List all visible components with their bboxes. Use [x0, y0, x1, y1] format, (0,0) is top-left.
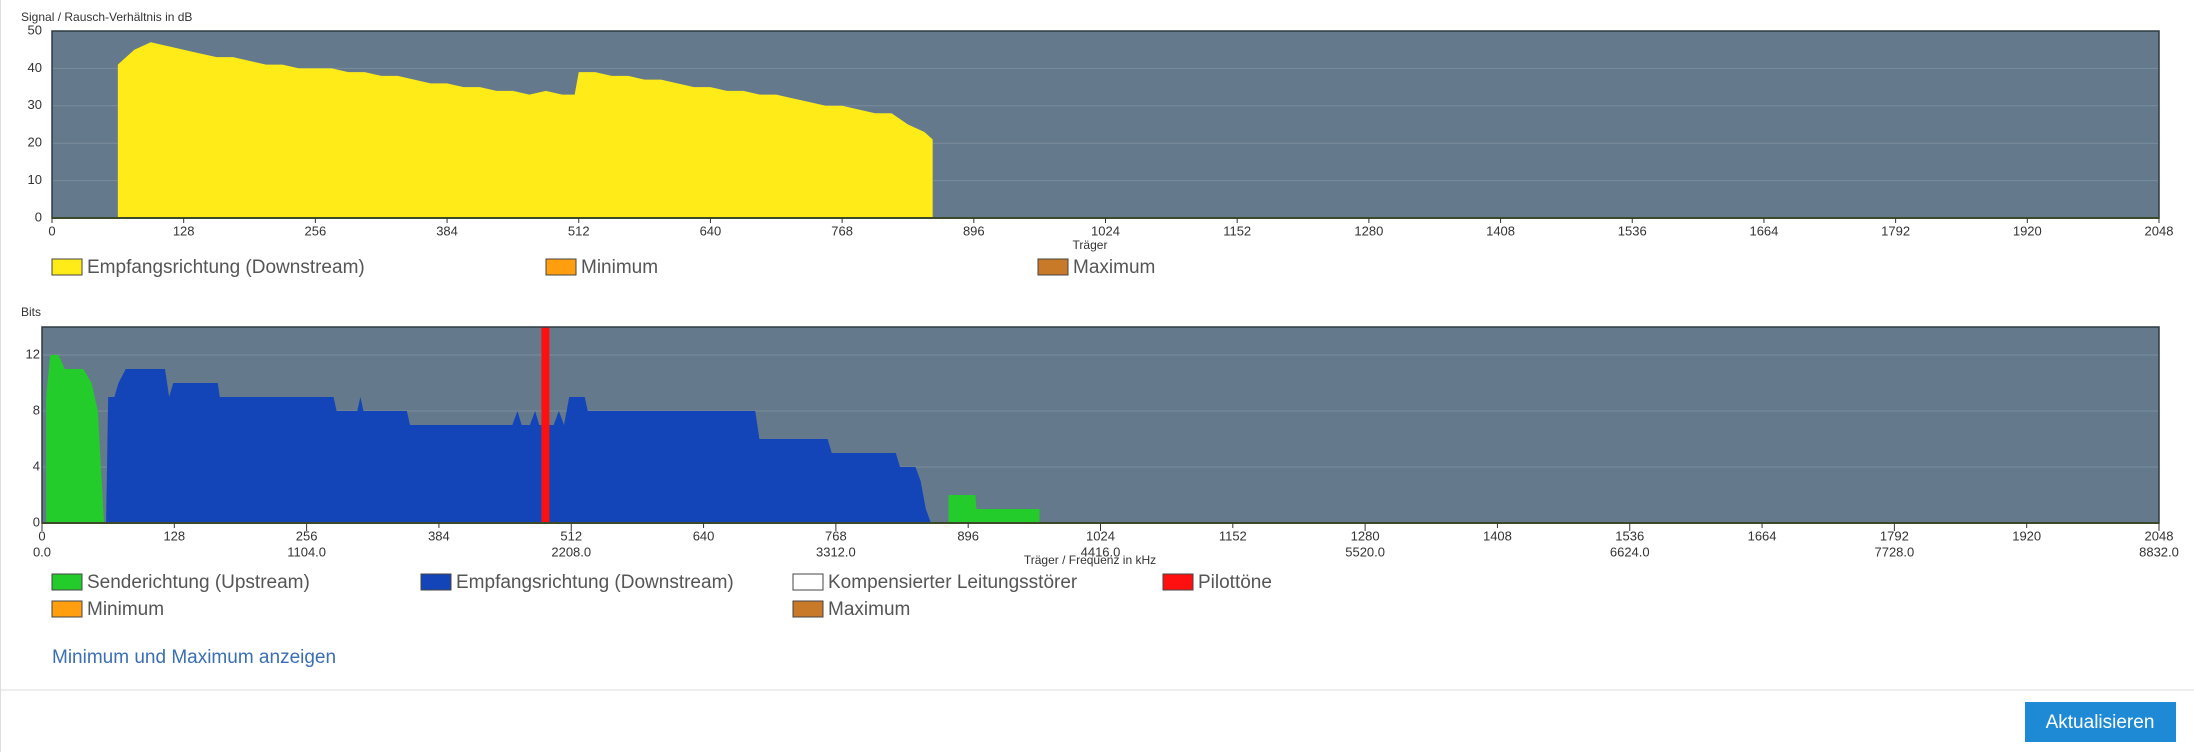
chart-title: Bits [21, 305, 41, 319]
x-tick-label: 512 [560, 528, 582, 543]
y-tick-label: 40 [28, 60, 42, 75]
x-tick-label: 896 [963, 223, 985, 238]
legend-swatch [420, 573, 452, 591]
x-tick-label: 896 [957, 528, 979, 543]
x-tick-label: 1280 [1354, 223, 1383, 238]
x2-tick-label: 5520.0 [1345, 544, 1385, 559]
x-tick-label: 1536 [1615, 528, 1644, 543]
x2-tick-label: 8832.0 [2139, 544, 2179, 559]
y-tick-label: 50 [28, 22, 42, 37]
x-tick-label: 1920 [2013, 223, 2042, 238]
pilot-tone [541, 327, 550, 523]
area [106, 369, 931, 523]
x-tick-label: 1792 [1880, 528, 1909, 543]
x2-tick-label: 0.0 [33, 544, 51, 559]
legend-swatch [792, 573, 824, 591]
x-tick-label: 640 [693, 528, 715, 543]
update-button-label[interactable]: Aktualisieren [2046, 712, 2155, 733]
x2-tick-label: 3312.0 [816, 544, 856, 559]
x2-tick-label: 1104.0 [287, 544, 326, 559]
update-button[interactable] [2025, 702, 2176, 742]
x-tick-label: 128 [163, 528, 185, 543]
x-tick-label: 1536 [1618, 223, 1647, 238]
y-tick-label: 8 [33, 402, 40, 417]
legend-swatch [792, 600, 824, 618]
x-tick-label: 1920 [2012, 528, 2041, 543]
x-tick-label: 768 [825, 528, 847, 543]
legend-swatch [545, 258, 577, 276]
chart-title: Signal / Rausch-Verhältnis in dB [21, 10, 192, 24]
legend-swatch [51, 600, 83, 618]
legend-label: Kompensierter Leitungsstörer [828, 572, 1078, 593]
area [117, 42, 933, 218]
x2-tick-label: 6624.0 [1610, 544, 1650, 559]
x-tick-label: 640 [700, 223, 722, 238]
x-tick-label: 1664 [1748, 528, 1777, 543]
y-tick-label: 0 [35, 209, 42, 224]
x-axis-label: Träger / Frequenz in kHz [1024, 553, 1156, 567]
y-tick-label: 20 [28, 135, 42, 150]
legend-swatch [1162, 573, 1194, 591]
x-tick-label: 1664 [1749, 223, 1778, 238]
x-tick-label: 256 [296, 528, 318, 543]
x-tick-label: 512 [568, 223, 590, 238]
x-tick-label: 384 [428, 528, 450, 543]
y-tick-label: 30 [28, 97, 42, 112]
y-tick-label: 12 [26, 346, 40, 361]
x-tick-label: 1408 [1483, 528, 1512, 543]
x-tick-label: 0 [38, 528, 45, 543]
legend-label: Empfangsrichtung (Downstream) [456, 572, 734, 593]
x-tick-label: 1024 [1091, 223, 1120, 238]
legend-swatch [51, 258, 83, 276]
x-tick-label: 1152 [1219, 528, 1247, 543]
x-axis-label: Träger [1073, 238, 1108, 252]
legend-swatch [51, 573, 83, 591]
x-tick-label: 0 [48, 223, 55, 238]
toggle-link[interactable]: Minimum und Maximum anzeigen [52, 647, 336, 668]
legend-label: Minimum [581, 257, 658, 278]
x-tick-label: 2048 [2145, 528, 2174, 543]
x2-tick-label: 7728.0 [1874, 544, 1914, 559]
x-tick-label: 768 [831, 223, 853, 238]
y-tick-label: 10 [28, 172, 42, 187]
legend-label: Pilottöne [1198, 572, 1272, 593]
x-tick-label: 1792 [1881, 223, 1910, 238]
y-tick-label: 0 [33, 514, 40, 529]
y-tick-label: 4 [33, 458, 40, 473]
x-tick-label: 2048 [2145, 223, 2174, 238]
x-tick-label: 1024 [1086, 528, 1115, 543]
x-tick-label: 384 [436, 223, 458, 238]
x2-tick-label: 4416.0 [1081, 544, 1121, 559]
legend-label: Maximum [828, 599, 910, 620]
legend-label: Minimum [87, 599, 164, 620]
legend-swatch [1037, 258, 1069, 276]
x2-tick-label: 2208.0 [551, 544, 591, 559]
legend-label: Maximum [1073, 257, 1155, 278]
x-tick-label: 1152 [1223, 223, 1251, 238]
legend-label: Empfangsrichtung (Downstream) [87, 257, 365, 278]
x-tick-label: 128 [173, 223, 195, 238]
x-tick-label: 1280 [1351, 528, 1380, 543]
legend-label: Senderichtung (Upstream) [87, 572, 310, 593]
x-tick-label: 1408 [1486, 223, 1515, 238]
x-tick-label: 256 [305, 223, 327, 238]
